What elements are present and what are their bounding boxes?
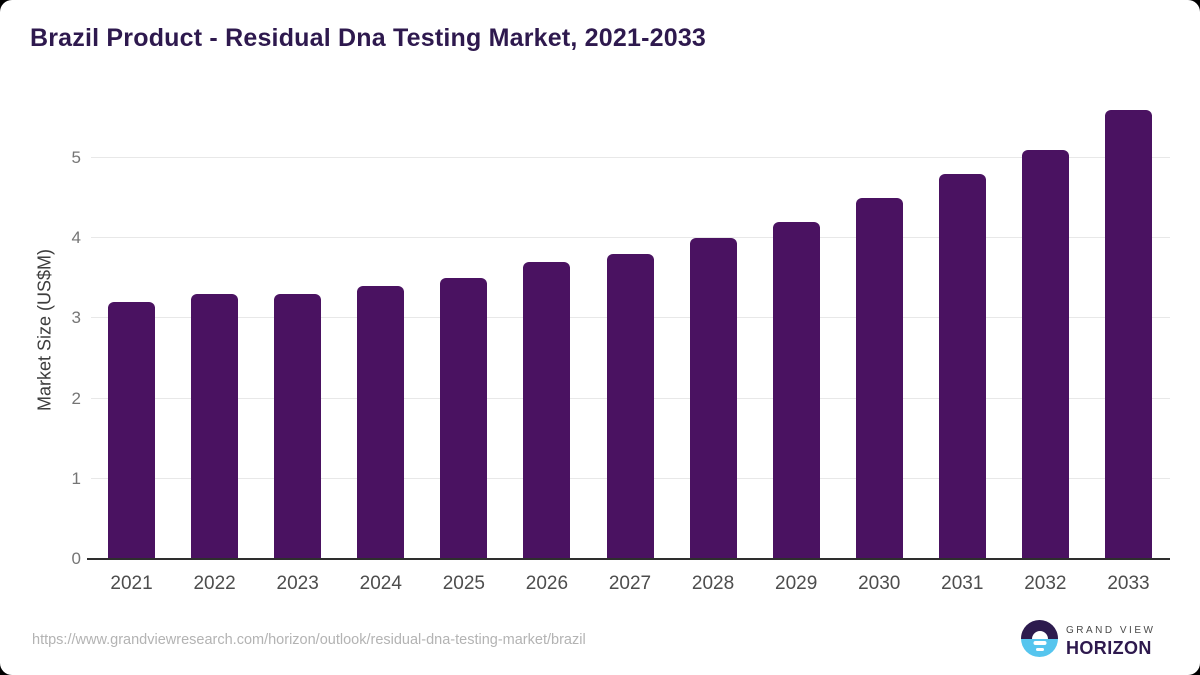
bar-2023 — [274, 294, 322, 559]
logo-sea-half — [1021, 638, 1058, 657]
bar-2031 — [938, 173, 986, 559]
x-axis-line — [87, 558, 1170, 560]
logo-text-horizon: HORIZON — [1066, 638, 1152, 658]
logo-reflection-line — [1035, 647, 1044, 651]
ytick-label-4: 4 — [71, 228, 81, 248]
ytick-label-3: 3 — [71, 308, 81, 328]
bar-2022 — [191, 294, 239, 559]
xtick-label-2032: 2032 — [1024, 573, 1067, 594]
xtick-label-2029: 2029 — [775, 573, 818, 594]
xtick-label-2031: 2031 — [941, 573, 984, 594]
plot-area: Market Size (US$M) 0 1 2 3 4 5 2021 2022 2023 20… — [35, 100, 1170, 594]
gridline-y4 — [91, 237, 1170, 239]
xtick-label-2021: 2021 — [110, 573, 153, 594]
xtick-label-2028: 2028 — [691, 573, 735, 594]
bar-2021 — [108, 302, 156, 559]
bar-2026 — [523, 262, 571, 559]
chart-title: Brazil Product - Residual Dna Testing Ma… — [30, 24, 707, 52]
ytick-label-2: 2 — [71, 388, 81, 408]
ytick-label-0: 0 — [71, 549, 81, 568]
y-axis-title: Market Size (US$M) — [34, 248, 55, 411]
logo-text: GRAND VIEW HORIZON — [1066, 625, 1155, 659]
logo-sun-half — [1021, 620, 1058, 639]
grand-view-horizon-logo: GRAND VIEW HORIZON — [1021, 620, 1171, 658]
xtick-label-2027: 2027 — [608, 573, 652, 594]
gridline-y5 — [91, 156, 1170, 158]
bar-2033 — [1104, 109, 1152, 559]
bar-2027 — [606, 254, 654, 559]
xtick-label-2026: 2026 — [525, 573, 569, 594]
xtick-label-2033: 2033 — [1107, 573, 1150, 594]
bar-2029 — [772, 221, 820, 559]
xtick-label-2030: 2030 — [858, 573, 901, 594]
xtick-label-2024: 2024 — [359, 573, 402, 594]
source-url: https://www.grandviewresearch.com/horizo… — [32, 632, 586, 648]
bar-2032 — [1021, 149, 1069, 559]
xtick-label-2025: 2025 — [442, 573, 485, 594]
logo-text-grand-view: GRAND VIEW — [1066, 625, 1156, 636]
ytick-label-5: 5 — [71, 147, 81, 167]
xtick-label-2023: 2023 — [276, 573, 319, 594]
logo-reflection-line — [1033, 641, 1046, 645]
horizon-logo-icon — [1021, 620, 1058, 657]
bar-2030 — [855, 197, 903, 559]
bar-2028 — [689, 238, 737, 559]
bar-2024 — [357, 286, 405, 559]
bar-2025 — [440, 278, 488, 559]
logo-sun-notch — [1031, 630, 1048, 639]
ytick-label-1: 1 — [71, 468, 81, 488]
xtick-label-2022: 2022 — [193, 573, 236, 594]
